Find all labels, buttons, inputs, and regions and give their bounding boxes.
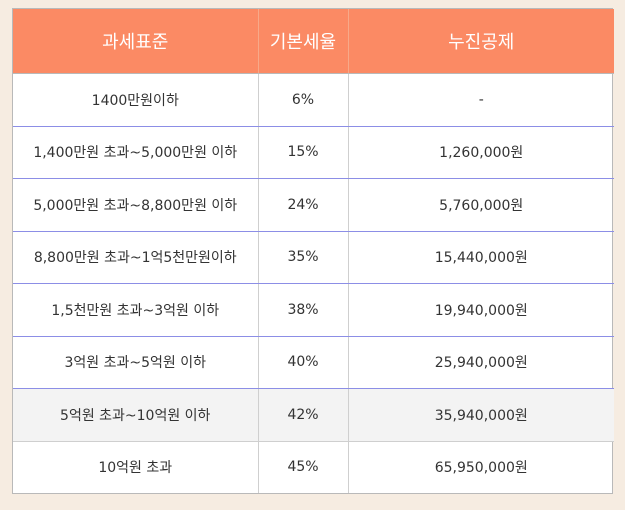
cell-tax-base: 10억원 초과 [13,441,259,493]
table-row: 5,000만원 초과~8,800만원 이하 24% 5,760,000원 [13,178,614,232]
cell-deduction: 1,260,000원 [348,126,614,179]
cell-deduction: 35,940,000원 [348,388,614,442]
header-tax-base: 과세표준 [13,9,259,74]
tax-rate-table-container: 과세표준 기본세율 누진공제 1400만원이하 6% - 1,400만원 초과~… [12,8,614,494]
table-row: 10억원 초과 45% 65,950,000원 [13,441,614,493]
cell-rate: 15% [258,126,349,179]
cell-deduction: 65,950,000원 [434,460,528,477]
table-row: 1400만원이하 6% - [13,73,614,127]
table-header-row: 과세표준 기본세율 누진공제 [13,9,614,74]
table-row: 1,5천만원 초과~3억원 이하 38% 19,940,000원 [13,283,614,337]
cell-tax-base: 1,400만원 초과~5,000만원 이하 [13,126,259,179]
cell-rate: 35% [258,231,349,284]
cell-tax-base: 5억원 초과~10억원 이하 [13,388,259,442]
table-row: 5억원 초과~10억원 이하 42% 35,940,000원 [13,388,614,442]
cell-rate: 6% [258,73,349,127]
table-row: 8,800만원 초과~1억5천만원이하 35% 15,440,000원 [13,231,614,284]
cell-tax-base: 5,000만원 초과~8,800만원 이하 [13,178,259,232]
cell-rate: 38% [258,283,349,337]
table-row: 3억원 초과~5억원 이하 40% 25,940,000원 [13,336,614,389]
cell-deduction: 15,440,000원 [348,231,614,284]
table-row: 1,400만원 초과~5,000만원 이하 15% 1,260,000원 [13,126,614,179]
cell-tax-base: 3억원 초과~5억원 이하 [13,336,259,389]
cell-deduction: - [348,73,614,127]
tax-rate-table: 과세표준 기본세율 누진공제 1400만원이하 6% - 1,400만원 초과~… [13,9,614,493]
cell-rate: 45% [258,441,349,493]
cell-deduction: 19,940,000원 [348,283,614,337]
cell-rate: 42% [258,388,349,442]
cell-rate: 40% [258,336,349,389]
cell-rate: 24% [258,178,349,232]
cell-tax-base: 8,800만원 초과~1억5천만원이하 [13,231,259,284]
cell-deduction: 5,760,000원 [348,178,614,232]
cell-tax-base: 1400만원이하 [13,73,259,127]
header-progressive-deduction: 누진공제 [348,9,614,74]
cell-tax-base: 1,5천만원 초과~3억원 이하 [13,283,259,337]
header-basic-rate: 기본세율 [258,9,349,74]
cell-deduction: 25,940,000원 [348,336,614,389]
